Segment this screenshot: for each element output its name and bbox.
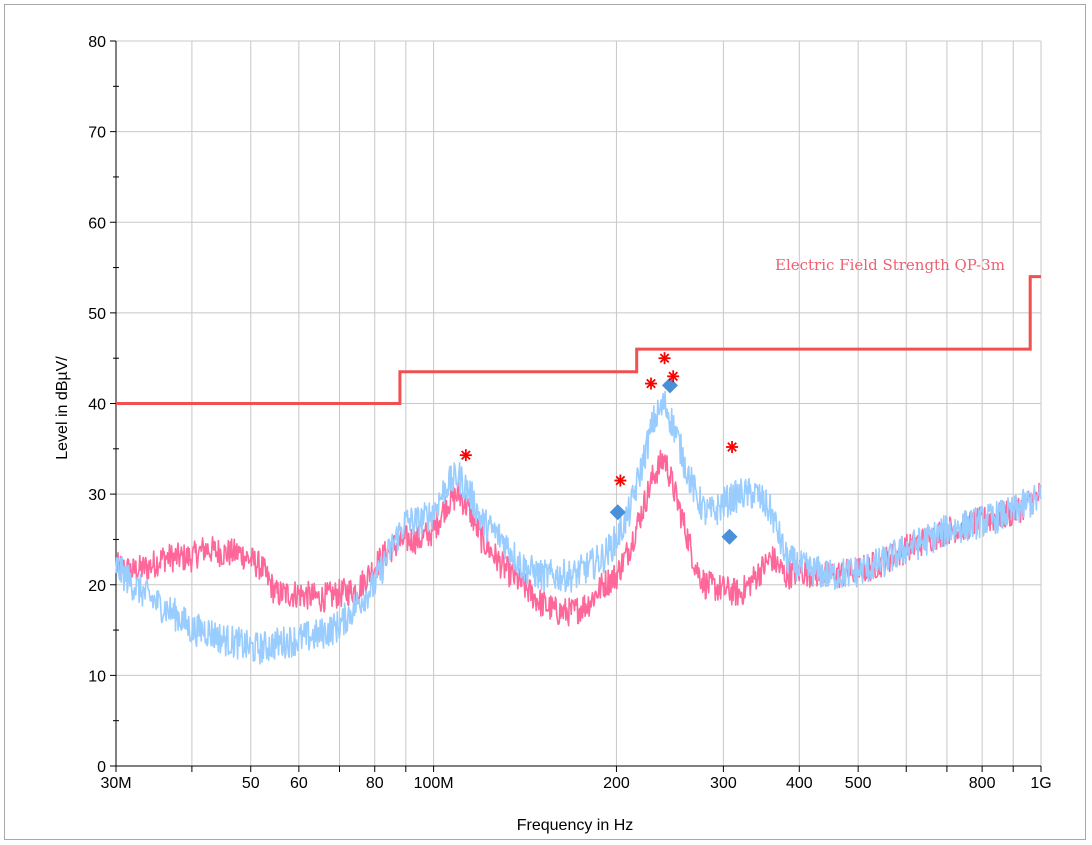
peak-marker bbox=[658, 352, 671, 365]
series-trace-blue bbox=[115, 390, 1042, 665]
limit-layer bbox=[116, 275, 1041, 405]
x-tick-label: 200 bbox=[603, 775, 630, 792]
emission-chart: 30M 50 60 80 100M 200 300 400 500 800 1G 0 10 20 30 40… bbox=[54, 34, 1052, 834]
series-layer bbox=[115, 390, 1042, 665]
chart-frame: 30M 50 60 80 100M 200 300 400 500 800 1G 0 10 20 30 40… bbox=[4, 4, 1086, 840]
x-tick-label: 1G bbox=[1030, 775, 1051, 792]
peak-marker-stroke bbox=[659, 353, 670, 364]
y-tick-label: 80 bbox=[88, 34, 106, 51]
peak-marker-stroke bbox=[461, 450, 471, 460]
peak-marker bbox=[667, 370, 680, 383]
x-tick-label: 50 bbox=[242, 775, 260, 792]
qp-marker bbox=[721, 528, 738, 545]
limit-line bbox=[116, 275, 1041, 405]
peak-marker bbox=[614, 474, 627, 487]
x-tick-label: 400 bbox=[786, 775, 813, 792]
y-tick-label: 70 bbox=[88, 125, 106, 142]
y-tick-label: 60 bbox=[88, 215, 106, 232]
y-tick-labels: 0 10 20 30 40 50 60 70 80 bbox=[88, 34, 106, 776]
x-tick-label: 30M bbox=[100, 775, 131, 792]
x-tick-label: 60 bbox=[290, 775, 308, 792]
peak-marker-stroke bbox=[646, 378, 656, 389]
x-tick-label: 80 bbox=[366, 775, 384, 792]
peak-marker bbox=[645, 377, 658, 390]
marker-layer bbox=[459, 352, 739, 545]
peak-marker-stroke bbox=[668, 371, 679, 382]
peak-marker-stroke bbox=[727, 442, 737, 452]
peak-marker-stroke bbox=[615, 475, 626, 486]
x-tick-label: 500 bbox=[845, 775, 872, 792]
series-trace-pink bbox=[115, 449, 1042, 627]
y-axis-title: Level in dBµV/ bbox=[54, 356, 71, 460]
y-tick-label: 0 bbox=[97, 759, 106, 776]
y-tick-label: 20 bbox=[88, 578, 106, 595]
axes bbox=[110, 40, 1042, 772]
y-tick-label: 40 bbox=[88, 397, 106, 414]
x-tick-label: 800 bbox=[969, 775, 996, 792]
x-axis-title: Frequency in Hz bbox=[517, 817, 634, 834]
x-tick-labels: 30M 50 60 80 100M 200 300 400 500 800 1G bbox=[100, 775, 1051, 792]
y-tick-label: 10 bbox=[88, 668, 106, 685]
y-tick-label: 30 bbox=[88, 487, 106, 504]
limit-line-label: Electric Field Strength QP-3m bbox=[775, 256, 1005, 274]
qp-marker bbox=[609, 504, 626, 521]
peak-marker bbox=[459, 449, 472, 462]
y-tick-label: 50 bbox=[88, 306, 106, 323]
x-tick-label: 100M bbox=[414, 775, 454, 792]
peak-marker bbox=[726, 441, 739, 453]
x-tick-label: 300 bbox=[710, 775, 737, 792]
